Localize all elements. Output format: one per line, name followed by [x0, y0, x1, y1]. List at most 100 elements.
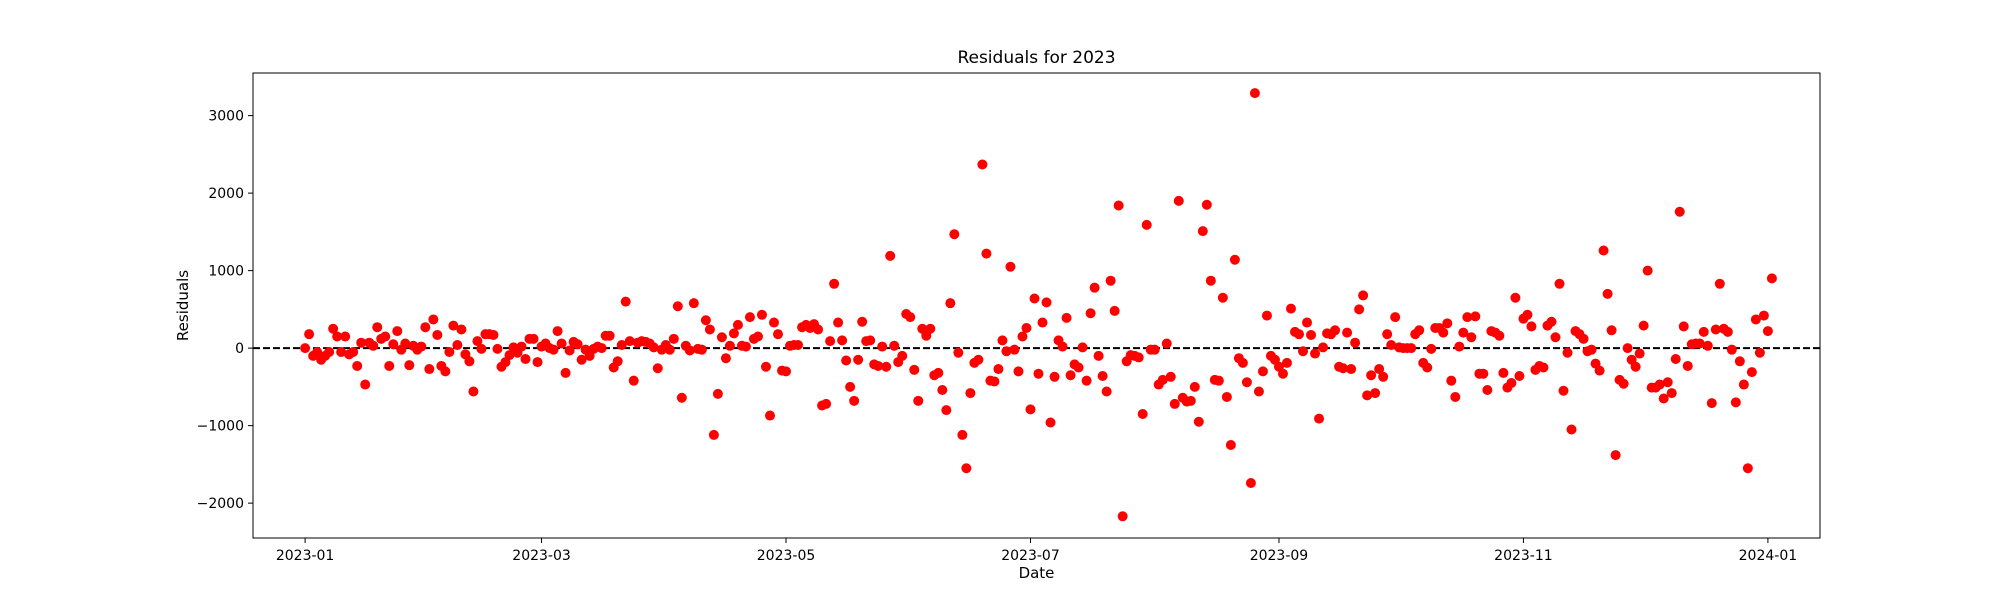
residual-point: [1037, 317, 1048, 328]
residual-point: [1694, 338, 1705, 349]
residual-point: [1141, 219, 1152, 230]
residual-point: [1554, 278, 1565, 289]
residual-point: [1302, 317, 1313, 328]
residual-point: [1446, 375, 1457, 386]
residual-point: [905, 312, 916, 323]
y-tick-label: −2000: [197, 496, 244, 512]
residual-point: [1085, 308, 1096, 319]
residual-point: [1117, 511, 1128, 522]
residual-point: [1558, 385, 1569, 396]
residual-point: [1161, 338, 1172, 349]
residual-point: [1630, 361, 1641, 372]
residual-point: [440, 366, 451, 377]
residual-point: [404, 360, 415, 371]
residual-point: [388, 339, 399, 350]
y-tick-label: 0: [235, 341, 244, 357]
residual-point: [1462, 312, 1473, 323]
residual-point: [1746, 367, 1757, 378]
residual-point: [945, 298, 956, 309]
residual-point: [696, 344, 707, 355]
residual-point: [452, 340, 463, 351]
residual-point: [1426, 343, 1437, 354]
residual-point: [1137, 409, 1148, 419]
residual-point: [1017, 331, 1028, 342]
residual-point: [925, 323, 936, 334]
residual-point: [332, 331, 343, 342]
residual-point: [1057, 341, 1068, 352]
x-axis-ticks: 2023-01 2023-03 2023-05 2023-07 2023-09 2023-…: [276, 538, 1797, 564]
residual-point: [1754, 347, 1765, 358]
residual-point: [857, 316, 868, 327]
residual-point: [356, 337, 367, 348]
residual-point: [1005, 261, 1016, 272]
residual-point: [1281, 357, 1292, 368]
y-tick-label: 3000: [208, 109, 244, 125]
residual-point: [1702, 340, 1713, 351]
residual-point: [1562, 347, 1573, 358]
residual-point: [1310, 348, 1321, 359]
residual-point: [532, 357, 543, 368]
residual-point: [428, 314, 439, 325]
residual-point: [1354, 304, 1365, 315]
residual-point: [1249, 88, 1260, 99]
x-tick-label: 2023-09: [1250, 548, 1309, 564]
x-tick-label: 2023-07: [1001, 548, 1060, 564]
residual-point: [1366, 370, 1377, 381]
residual-point: [897, 350, 908, 361]
residual-point: [1514, 371, 1525, 382]
residual-point: [472, 336, 483, 347]
residual-point: [1422, 362, 1433, 373]
plot-area-frame: [252, 72, 1821, 539]
residual-point: [1710, 324, 1721, 335]
residual-point: [1618, 378, 1629, 389]
residual-point: [464, 356, 475, 367]
residual-point: [468, 386, 479, 397]
residual-point: [881, 361, 892, 372]
x-tick-label: 2024-01: [1739, 548, 1798, 564]
residual-point: [1157, 374, 1168, 385]
residual-point: [620, 296, 631, 307]
residual-point: [688, 298, 699, 309]
y-axis-ticks: −2000 −1000 0 1000 2000 3000: [197, 109, 253, 512]
residual-point: [708, 429, 719, 440]
residual-point: [1494, 330, 1505, 341]
residual-point: [728, 328, 739, 339]
residual-point: [488, 329, 499, 340]
residual-point: [300, 343, 311, 354]
residual-point: [1113, 200, 1124, 211]
residual-point: [1049, 371, 1060, 382]
residual-point: [1089, 282, 1100, 293]
residual-point: [1189, 381, 1200, 392]
residual-point: [825, 336, 836, 347]
residual-point: [1482, 384, 1493, 395]
residual-point: [1382, 329, 1393, 340]
residual-point: [1722, 326, 1733, 337]
residual-point: [1386, 340, 1397, 351]
residual-point: [1550, 332, 1561, 343]
residual-point: [1522, 309, 1533, 320]
residual-point: [516, 341, 527, 352]
residual-point: [1662, 377, 1673, 388]
residual-point: [1077, 342, 1088, 353]
residual-point: [981, 248, 992, 259]
residual-point: [368, 340, 379, 351]
residual-point: [1193, 416, 1204, 427]
y-tick-label: 1000: [208, 264, 244, 280]
residual-point: [1458, 327, 1469, 338]
y-axis-label: Residuals: [174, 270, 192, 341]
residual-point: [304, 329, 315, 340]
residual-point: [837, 335, 848, 346]
residual-point: [560, 367, 571, 378]
residual-point: [989, 376, 1000, 387]
residual-point: [997, 335, 1008, 346]
residual-point: [528, 333, 539, 344]
residual-point: [1538, 362, 1549, 373]
residual-point: [1197, 226, 1208, 237]
residual-point: [1277, 368, 1288, 379]
residual-point: [1498, 367, 1509, 378]
residual-point: [1213, 375, 1224, 386]
residual-point: [1185, 395, 1196, 406]
residual-point: [1061, 312, 1072, 323]
